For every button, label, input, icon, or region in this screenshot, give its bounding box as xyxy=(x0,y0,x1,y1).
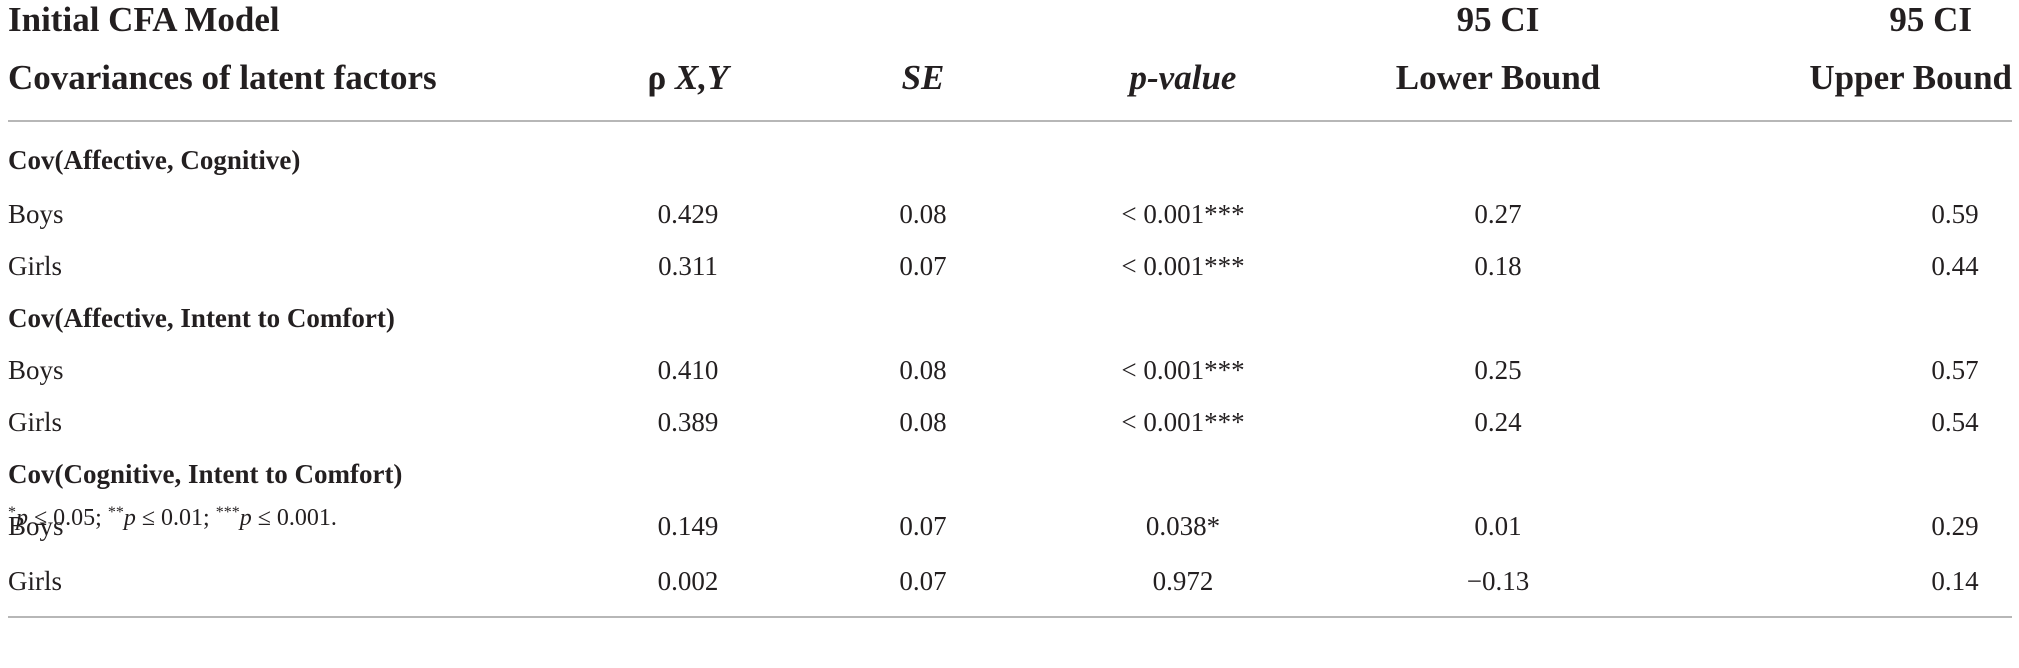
row-label: Girls xyxy=(8,406,62,437)
cell-ci-upper: 0.54 xyxy=(1931,406,1979,437)
table-row: Boys 0.410 0.08 < 0.001*** 0.25 0.57 xyxy=(8,344,2012,396)
table-row: Girls 0.311 0.07 < 0.001*** 0.18 0.44 xyxy=(8,240,2012,292)
cell-pvalue: < 0.001*** xyxy=(1121,198,1245,229)
group-title: Cov(Affective, Intent to Comfort) xyxy=(8,302,395,333)
header-row-2: Covariances of latent factors ρ X,Y SE p… xyxy=(8,46,2012,122)
header-ci-upper-bottom: Upper Bound xyxy=(1668,46,2012,122)
footnote-text-3: ≤ 0.001. xyxy=(251,505,337,531)
header-covariances: Covariances of latent factors xyxy=(8,46,568,122)
cell-ci-upper: 0.59 xyxy=(1931,198,1979,229)
cell-se: 0.08 xyxy=(899,354,947,385)
table-row: Girls 0.002 0.07 0.972 −0.13 0.14 xyxy=(8,552,2012,618)
row-label: Girls xyxy=(8,250,62,281)
row-label: Girls xyxy=(8,552,568,618)
header-model-title: Initial CFA Model xyxy=(8,0,280,39)
cell-pvalue: < 0.001*** xyxy=(1121,406,1245,437)
header-pvalue: p-value xyxy=(1038,46,1328,122)
row-label: Boys xyxy=(8,510,64,541)
cell-se: 0.08 xyxy=(899,198,947,229)
header-row-1: Initial CFA Model 95 CI 95 CI xyxy=(8,0,2012,46)
cell-ci-lower: 0.18 xyxy=(1474,250,1522,281)
cell-pvalue: < 0.001*** xyxy=(1121,250,1245,281)
table-footnote: *p ≤ 0.05; **p ≤ 0.01; ***p ≤ 0.001. xyxy=(8,488,337,543)
row-label: Boys xyxy=(8,354,64,385)
cell-rho: 0.149 xyxy=(657,510,719,541)
cell-rho: 0.429 xyxy=(657,198,719,229)
header-rho-prefix: ρ xyxy=(647,58,675,97)
cell-ci-upper: 0.57 xyxy=(1931,354,1979,385)
cell-pvalue: < 0.001*** xyxy=(1121,354,1245,385)
footnote-p-1: p xyxy=(16,505,28,531)
group-title-row: Cov(Affective, Cognitive) xyxy=(8,121,2012,188)
header-ci-lower-bottom: Lower Bound xyxy=(1328,46,1668,122)
footnote-p-2: p xyxy=(123,505,136,531)
table-row: Boys 0.429 0.08 < 0.001*** 0.27 0.59 xyxy=(8,188,2012,240)
table-header: Initial CFA Model 95 CI 95 CI Covariance… xyxy=(8,0,2012,122)
footnote-text-2: ≤ 0.01; xyxy=(135,505,216,531)
cell-ci-upper: 0.14 xyxy=(1668,552,2012,618)
table-body: Cov(Affective, Cognitive) Boys 0.429 0.0… xyxy=(8,121,2012,618)
covariance-table: Initial CFA Model 95 CI 95 CI Covariance… xyxy=(8,0,2012,618)
cell-se: 0.07 xyxy=(899,250,947,281)
cell-ci-upper: 0.29 xyxy=(1931,510,1979,541)
table-row: Boys 0.149 0.07 0.038* 0.01 0.29 xyxy=(8,500,2012,552)
cell-rho: 0.311 xyxy=(658,250,718,281)
cell-se: 0.07 xyxy=(899,510,947,541)
cell-rho: 0.002 xyxy=(568,552,808,618)
cell-ci-lower: 0.24 xyxy=(1474,406,1522,437)
cell-rho: 0.410 xyxy=(657,354,719,385)
footnote-p-3: p xyxy=(239,505,252,531)
header-ci-upper-top: 95 CI xyxy=(1889,0,1972,39)
group-title: Cov(Affective, Cognitive) xyxy=(8,144,301,175)
group-title-row: Cov(Cognitive, Intent to Comfort) xyxy=(8,448,2012,500)
cell-pvalue: 0.038* xyxy=(1145,510,1221,541)
header-rho-vars: X,Y xyxy=(675,58,729,97)
cell-rho: 0.389 xyxy=(657,406,719,437)
cell-ci-lower: 0.25 xyxy=(1474,354,1522,385)
header-se: SE xyxy=(808,46,1038,122)
cell-se: 0.07 xyxy=(808,552,1038,618)
cell-se: 0.08 xyxy=(899,406,947,437)
group-title-row: Cov(Affective, Intent to Comfort) xyxy=(8,292,2012,344)
footnote-star-2: ** xyxy=(107,504,124,521)
footnote-star-3: *** xyxy=(215,504,240,521)
covariance-table-container: Initial CFA Model 95 CI 95 CI Covariance… xyxy=(8,0,2012,618)
cell-ci-lower: −0.13 xyxy=(1328,552,1668,618)
row-label: Boys xyxy=(8,198,64,229)
header-ci-lower-top: 95 CI xyxy=(1456,0,1540,39)
header-empty xyxy=(1038,0,1328,46)
cell-pvalue: 0.972 xyxy=(1038,552,1328,618)
cell-ci-upper: 0.44 xyxy=(1931,250,1979,281)
footnote-text-1: ≤ 0.05; xyxy=(28,505,108,531)
table-row: Girls 0.389 0.08 < 0.001*** 0.24 0.54 xyxy=(8,396,2012,448)
header-rho: ρ X,Y xyxy=(568,46,808,122)
footnote-star-1: * xyxy=(8,504,16,521)
header-empty xyxy=(808,0,1038,46)
group-title: Cov(Cognitive, Intent to Comfort) xyxy=(8,458,403,489)
header-empty xyxy=(568,0,808,46)
cell-ci-lower: 0.27 xyxy=(1474,198,1522,229)
cell-ci-lower: 0.01 xyxy=(1474,510,1522,541)
